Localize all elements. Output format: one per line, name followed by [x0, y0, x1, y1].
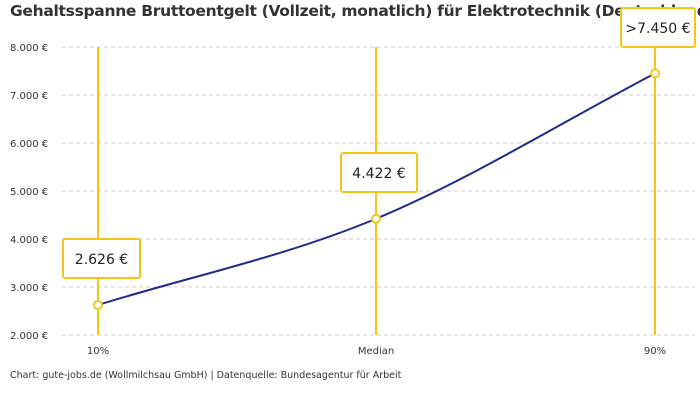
data-label-box: [620, 7, 696, 48]
data-point: [650, 68, 660, 79]
y-tick-label: 2.000 €: [10, 331, 48, 342]
y-tick-label: 6.000 €: [10, 139, 48, 150]
y-tick-label: 8.000 €: [10, 43, 48, 54]
y-tick-label: 7.000 €: [10, 91, 48, 102]
data-label-box: [62, 238, 141, 279]
data-point: [93, 299, 103, 310]
data-label-box: [340, 152, 418, 193]
x-tick-label: 90%: [644, 346, 666, 357]
y-tick-label: 4.000 €: [10, 235, 48, 246]
y-tick-label: 3.000 €: [10, 283, 48, 294]
y-tick-label: 5.000 €: [10, 187, 48, 198]
data-label: 4.422 €: [352, 166, 405, 182]
data-label: 2.626 €: [75, 252, 128, 268]
x-tick-label: 10%: [87, 346, 109, 357]
x-tick-label: Median: [358, 346, 394, 357]
data-label: >7.450 €: [625, 21, 690, 37]
chart-title: Gehaltsspanne Bruttoentgelt (Vollzeit, m…: [10, 2, 700, 20]
data-point: [371, 213, 381, 224]
chart-footer: Chart: gute-jobs.de (Wollmilchsau GmbH) …: [10, 370, 402, 381]
